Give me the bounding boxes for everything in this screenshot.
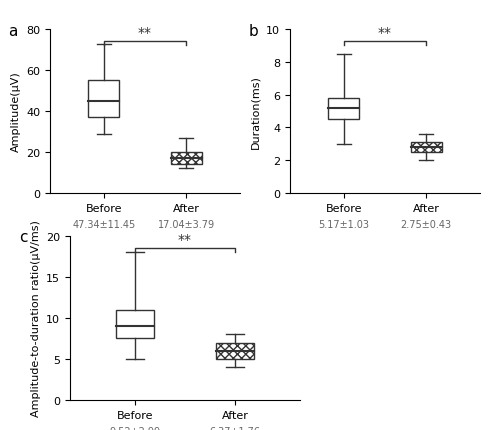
Y-axis label: Amplitude(μV): Amplitude(μV) bbox=[10, 71, 20, 152]
Bar bbox=[170, 153, 202, 165]
Text: a: a bbox=[8, 24, 18, 39]
Text: 17.04±3.79: 17.04±3.79 bbox=[158, 220, 215, 230]
Text: 5.17±1.03: 5.17±1.03 bbox=[318, 220, 369, 230]
Bar bbox=[216, 343, 254, 359]
Text: **: ** bbox=[378, 26, 392, 40]
Bar bbox=[410, 143, 442, 153]
Text: 2.75±0.43: 2.75±0.43 bbox=[400, 220, 452, 230]
Text: b: b bbox=[248, 24, 258, 39]
Bar bbox=[88, 81, 120, 118]
Text: c: c bbox=[20, 230, 28, 245]
Bar bbox=[328, 99, 360, 120]
Text: 9.52±2.99: 9.52±2.99 bbox=[110, 426, 160, 430]
Text: **: ** bbox=[138, 26, 152, 40]
Bar bbox=[116, 310, 154, 339]
Y-axis label: Amplitude-to-duration ratio(μV/ms): Amplitude-to-duration ratio(μV/ms) bbox=[30, 220, 40, 416]
Y-axis label: Duration(ms): Duration(ms) bbox=[250, 75, 260, 149]
Text: 6.37±1.76: 6.37±1.76 bbox=[210, 426, 260, 430]
Text: **: ** bbox=[178, 232, 192, 246]
Text: 47.34±11.45: 47.34±11.45 bbox=[72, 220, 136, 230]
